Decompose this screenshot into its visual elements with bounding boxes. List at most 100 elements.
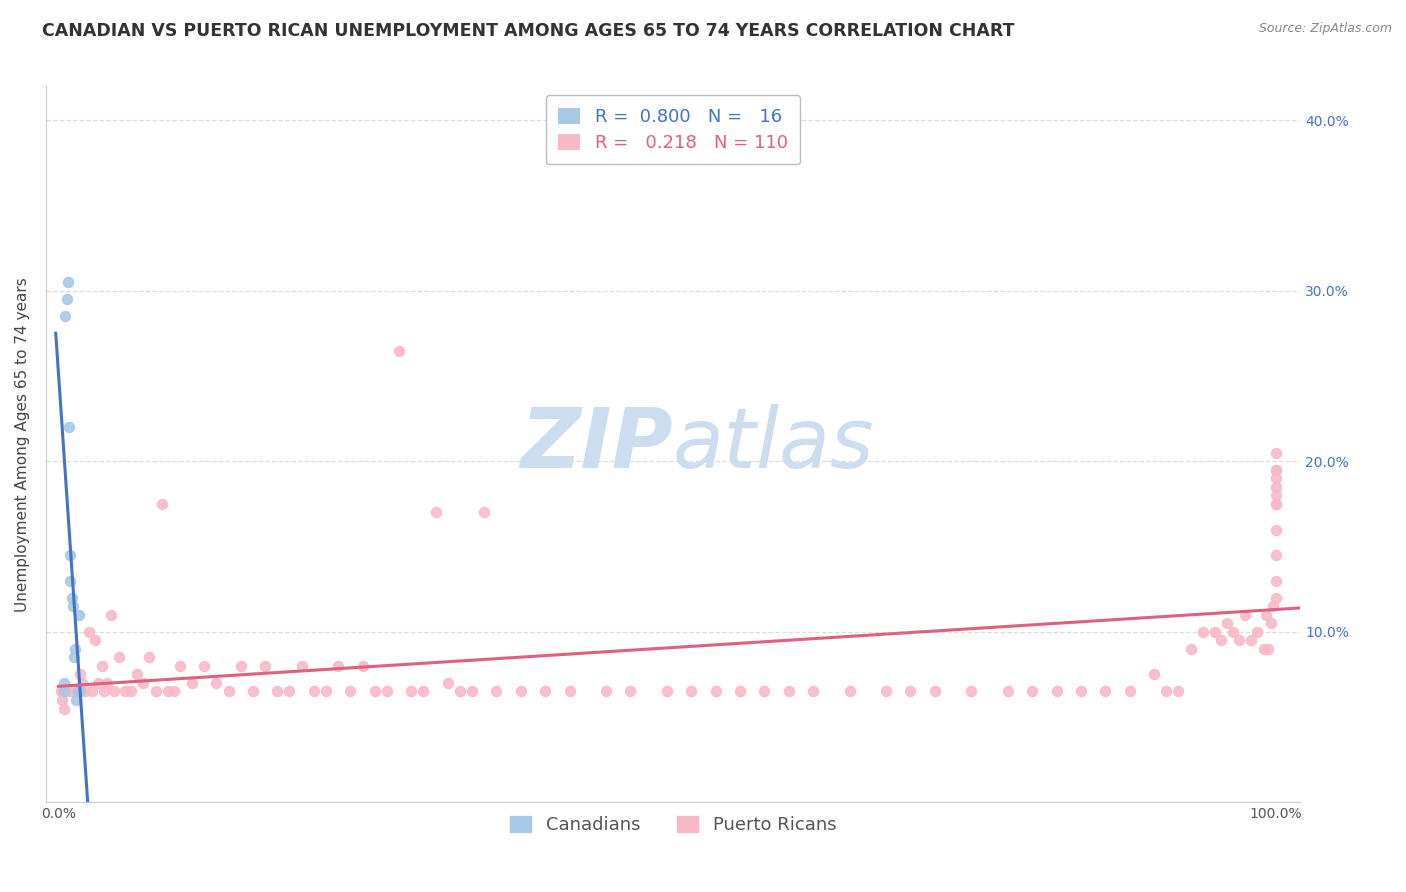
Point <box>1264 471 1286 485</box>
Point <box>754 684 776 698</box>
Point <box>352 659 374 673</box>
Point <box>1264 463 1286 477</box>
Point <box>67 607 90 622</box>
Point <box>328 659 350 673</box>
Point <box>145 684 167 698</box>
Point <box>138 650 160 665</box>
Point <box>62 684 84 698</box>
Point <box>83 633 105 648</box>
Point <box>1045 684 1067 698</box>
Point <box>1094 684 1116 698</box>
Point <box>509 684 531 698</box>
Point <box>103 684 125 698</box>
Point <box>1021 684 1043 698</box>
Point <box>93 684 115 698</box>
Point <box>595 684 617 698</box>
Point <box>681 684 703 698</box>
Point <box>997 684 1019 698</box>
Point <box>127 667 149 681</box>
Point <box>100 607 122 622</box>
Point <box>375 684 398 698</box>
Point <box>388 343 411 358</box>
Point <box>960 684 983 698</box>
Text: atlas: atlas <box>673 404 875 485</box>
Point <box>1204 624 1226 639</box>
Point <box>461 684 484 698</box>
Point <box>704 684 727 698</box>
Point <box>51 693 73 707</box>
Point <box>838 684 860 698</box>
Point <box>59 684 82 698</box>
Point <box>1118 684 1140 698</box>
Point <box>1264 463 1286 477</box>
Point <box>534 684 557 698</box>
Point <box>91 659 114 673</box>
Point <box>339 684 361 698</box>
Point <box>72 676 94 690</box>
Point <box>1222 624 1244 639</box>
Point <box>1253 641 1275 656</box>
Point <box>449 684 471 698</box>
Point <box>55 310 77 324</box>
Point <box>156 684 179 698</box>
Point <box>62 599 84 614</box>
Point <box>1227 633 1250 648</box>
Point <box>412 684 434 698</box>
Point <box>315 684 337 698</box>
Point <box>1167 684 1189 698</box>
Point <box>63 650 86 665</box>
Point <box>58 420 80 434</box>
Point <box>472 506 495 520</box>
Point <box>242 684 264 698</box>
Point <box>108 650 131 665</box>
Point <box>728 684 751 698</box>
Point <box>59 574 82 588</box>
Point <box>49 684 72 698</box>
Point <box>1234 607 1257 622</box>
Point <box>1246 624 1268 639</box>
Point <box>77 624 100 639</box>
Point <box>1070 684 1092 698</box>
Point <box>302 684 325 698</box>
Point <box>1143 667 1166 681</box>
Point <box>1264 497 1286 511</box>
Point <box>1264 574 1286 588</box>
Point <box>778 684 800 698</box>
Point <box>1216 616 1239 631</box>
Point <box>485 684 508 698</box>
Point <box>56 276 79 290</box>
Point <box>63 641 86 656</box>
Point <box>1264 488 1286 502</box>
Point <box>1257 641 1279 656</box>
Point <box>924 684 946 698</box>
Point <box>181 676 204 690</box>
Point <box>266 684 288 698</box>
Point <box>205 676 228 690</box>
Point <box>163 684 186 698</box>
Point <box>59 548 82 562</box>
Point <box>1260 616 1282 631</box>
Point <box>254 659 277 673</box>
Point <box>1264 591 1286 605</box>
Point <box>425 506 447 520</box>
Point <box>60 591 83 605</box>
Point <box>801 684 824 698</box>
Text: Source: ZipAtlas.com: Source: ZipAtlas.com <box>1258 22 1392 36</box>
Point <box>114 684 136 698</box>
Point <box>52 684 75 698</box>
Point <box>53 684 76 698</box>
Point <box>96 676 118 690</box>
Point <box>169 659 191 673</box>
Point <box>900 684 922 698</box>
Point <box>558 684 581 698</box>
Point <box>65 693 87 707</box>
Point <box>1264 480 1286 494</box>
Point <box>1264 497 1286 511</box>
Point <box>132 676 155 690</box>
Point <box>150 497 173 511</box>
Point <box>66 684 89 698</box>
Point <box>69 684 91 698</box>
Point <box>55 293 77 307</box>
Point <box>229 659 252 673</box>
Point <box>218 684 240 698</box>
